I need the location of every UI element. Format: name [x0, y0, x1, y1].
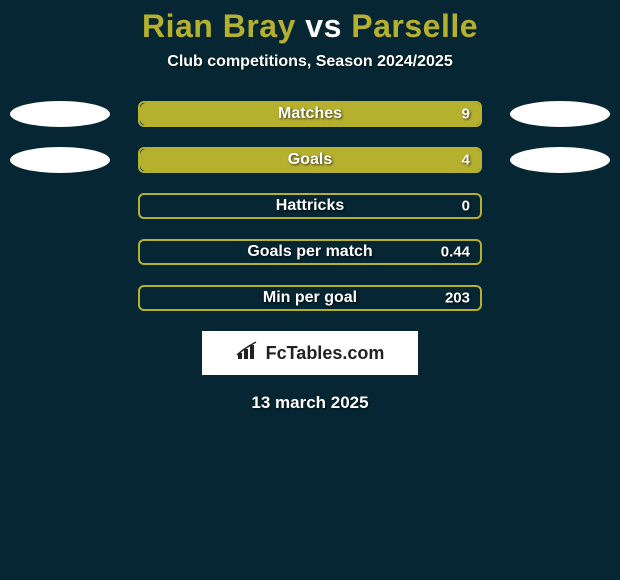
stats-container: Matches 9 Goals 4 Hattricks 0 Goals per match 0… — [0, 101, 620, 311]
stat-bar: Goals 4 — [138, 147, 482, 173]
logo-text: FcTables.com — [266, 343, 385, 364]
stat-value: 0 — [462, 198, 470, 215]
right-ellipse — [510, 147, 610, 173]
stat-label: Goals per match — [247, 243, 372, 261]
stat-label: Goals — [288, 151, 332, 169]
right-ellipse — [510, 101, 610, 127]
stat-bar: Hattricks 0 — [138, 193, 482, 219]
stat-bar: Min per goal 203 — [138, 285, 482, 311]
stat-row: Goals 4 — [0, 147, 620, 173]
left-ellipse — [10, 101, 110, 127]
stat-row: Goals per match 0.44 — [0, 239, 620, 265]
title-vs: vs — [305, 8, 342, 44]
stat-value: 4 — [462, 152, 470, 169]
stat-label: Hattricks — [276, 197, 344, 215]
title-player1: Rian Bray — [142, 8, 296, 44]
stat-row: Hattricks 0 — [0, 193, 620, 219]
stat-row: Matches 9 — [0, 101, 620, 127]
bar-chart-icon — [236, 341, 260, 366]
date-text: 13 march 2025 — [0, 393, 620, 413]
subtitle: Club competitions, Season 2024/2025 — [0, 53, 620, 71]
fctables-logo: FcTables.com — [202, 331, 418, 375]
stat-bar: Matches 9 — [138, 101, 482, 127]
stat-value: 9 — [462, 106, 470, 123]
title-player2: Parselle — [351, 8, 478, 44]
stat-row: Min per goal 203 — [0, 285, 620, 311]
stat-value: 203 — [445, 290, 470, 307]
page-title: Rian Bray vs Parselle — [0, 0, 620, 45]
stat-label: Min per goal — [263, 289, 357, 307]
stat-label: Matches — [278, 105, 342, 123]
left-ellipse — [10, 147, 110, 173]
stat-value: 0.44 — [441, 244, 470, 261]
stat-bar: Goals per match 0.44 — [138, 239, 482, 265]
